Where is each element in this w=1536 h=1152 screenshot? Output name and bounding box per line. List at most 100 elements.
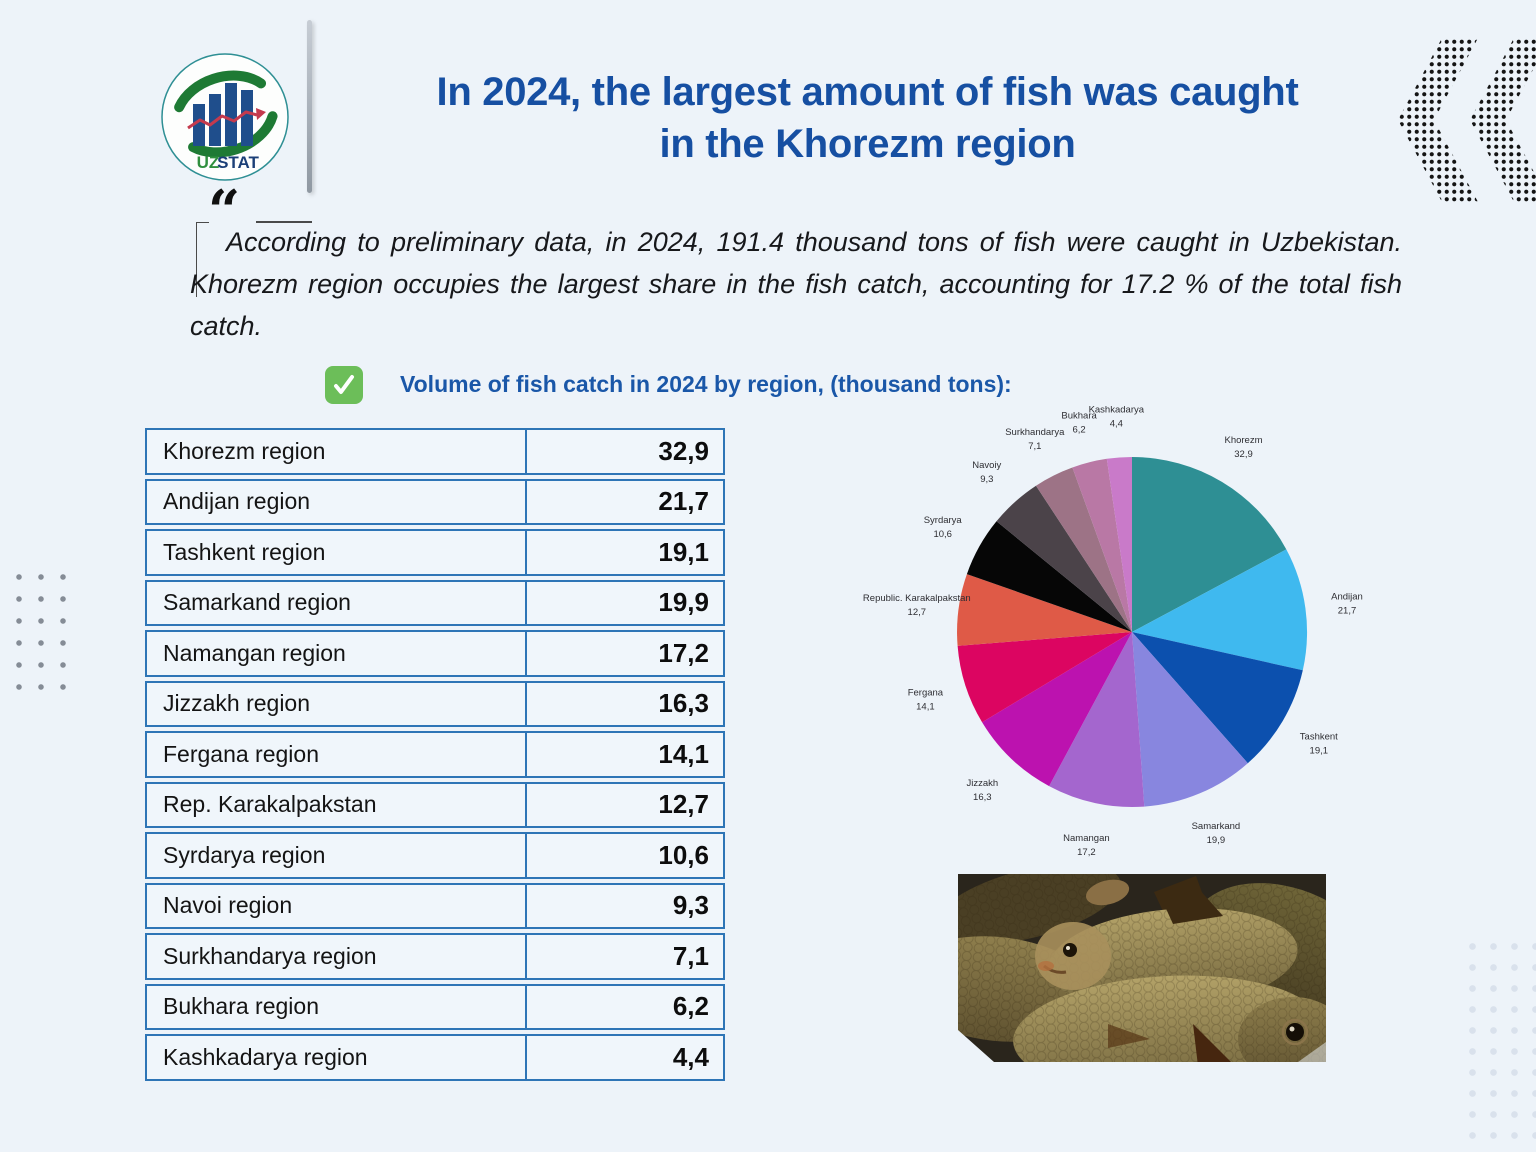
page-title: In 2024, the largest amount of fish was … [330, 66, 1405, 170]
pie-label-value: 9,3 [980, 474, 993, 485]
table-row: Tashkent region 19,1 [145, 529, 725, 576]
pie-label-name: Fergana [908, 687, 944, 698]
pie-label-value: 4,4 [1110, 419, 1123, 430]
quote-icon: “ [208, 178, 241, 244]
chevron-left-icon [1470, 38, 1536, 202]
region-cell: Surkhandarya region [145, 933, 525, 980]
region-cell: Jizzakh region [145, 680, 525, 727]
logo-swoosh [171, 70, 279, 158]
value-cell: 7,1 [525, 933, 725, 980]
pie-label-value: 17,2 [1077, 847, 1096, 858]
region-cell: Navoi region [145, 882, 525, 929]
pie-label-name: Khorezm [1224, 435, 1262, 446]
table-row: Khorezm region 32,9 [145, 428, 725, 475]
pie-label-name: Syrdarya [924, 515, 963, 526]
region-cell: Andijan region [145, 478, 525, 525]
value-cell: 14,1 [525, 731, 725, 778]
pie-chart: Khorezm 32,9 Andijan 21,7 Tashkent 19,1 Samark… [863, 405, 1363, 859]
fish-bottom-right-head [1238, 997, 1326, 1062]
table-row: Rep. Karakalpakstan 12,7 [145, 781, 725, 828]
region-cell: Bukhara region [145, 983, 525, 1030]
pie-label-value: 32,9 [1234, 449, 1253, 460]
logo-trend-line [187, 108, 266, 130]
header-divider [307, 20, 312, 193]
quote-decor-line [256, 221, 312, 223]
region-cell: Rep. Karakalpakstan [145, 781, 525, 828]
value-cell: 17,2 [525, 630, 725, 677]
dot-grid-decor [8, 566, 74, 702]
table-row: Fergana region 14,1 [145, 731, 725, 778]
pie-label-value: 12,7 [908, 607, 927, 618]
pie-slice-jizzakh [982, 632, 1132, 787]
region-cell: Kashkadarya region [145, 1034, 525, 1081]
fish-photo [958, 874, 1326, 1062]
region-cell: Syrdarya region [145, 832, 525, 879]
pie-label-name: Republic. Karakalpakstan [863, 593, 971, 604]
pie-slice-surkhandarya [1036, 467, 1132, 632]
pie-label-name: Navoiy [972, 460, 1001, 471]
value-cell: 21,7 [525, 478, 725, 525]
table-row: Surkhandarya region 7,1 [145, 933, 725, 980]
dot-grid-decor [1462, 936, 1536, 1152]
pie-label-name: Kashkadarya [1089, 405, 1145, 416]
value-cell: 9,3 [525, 882, 725, 929]
chevron-left-icon [1398, 38, 1478, 202]
pie-slice-bukhara [1072, 458, 1132, 632]
pie-slice-khorezm [1132, 457, 1287, 632]
region-cell: Fergana region [145, 731, 525, 778]
fish-bottom [1013, 975, 1323, 1062]
table-row: Jizzakh region 16,3 [145, 680, 725, 727]
page-title-line2: in the Khorezm region [659, 122, 1076, 166]
pie-label-value: 21,7 [1338, 606, 1357, 617]
quote-decor-bracket [196, 222, 209, 297]
value-cell: 19,1 [525, 529, 725, 576]
pie-label-name: Andijan [1331, 592, 1363, 603]
pie-label-value: 19,9 [1207, 835, 1226, 846]
pie-slice-samarkand [1132, 632, 1248, 807]
pie-label-name: Surkhandarya [1005, 427, 1065, 438]
value-cell: 16,3 [525, 680, 725, 727]
pie-label-value: 7,1 [1028, 441, 1041, 452]
chart-caption: Volume of fish catch in 2024 by region, … [400, 371, 1012, 397]
pie-slice-navoiy [996, 485, 1132, 632]
page-title-line1: In 2024, the largest amount of fish was … [436, 70, 1299, 114]
quote-text: According to preliminary data, in 2024, … [190, 227, 1402, 341]
pie-slice-fergana [957, 632, 1132, 723]
value-cell: 12,7 [525, 781, 725, 828]
table-row: Syrdarya region 10,6 [145, 832, 725, 879]
value-cell: 19,9 [525, 579, 725, 626]
pie-label-value: 16,3 [973, 792, 992, 803]
region-cell: Samarkand region [145, 579, 525, 626]
table-row: Bukhara region 6,2 [145, 983, 725, 1030]
pie-label-value: 6,2 [1072, 425, 1085, 436]
logo-text-uz: UZ [197, 153, 220, 172]
table-row: Kashkadarya region 4,4 [145, 1034, 725, 1081]
table-row: Namangan region 17,2 [145, 630, 725, 677]
value-cell: 10,6 [525, 832, 725, 879]
pie-slice-andijan [1132, 549, 1308, 671]
pie-slice-kashkadarya [1106, 456, 1132, 632]
pie-label-value: 19,1 [1310, 745, 1329, 756]
region-cell: Khorezm region [145, 428, 525, 475]
pie-slice-republic-karakalpakstan [957, 574, 1132, 646]
pie-slice-tashkent [1132, 632, 1303, 764]
logo-text-stat: STAT [217, 153, 259, 172]
table-row: Samarkand region 19,9 [145, 579, 725, 626]
table-row: Navoi region 9,3 [145, 882, 725, 929]
checkmark-icon [325, 366, 363, 404]
pie-label-value: 14,1 [916, 701, 935, 712]
pie-slice-namangan [1049, 632, 1145, 808]
pie-label-name: Tashkent [1300, 731, 1338, 742]
pie-label-name: Samarkand [1192, 821, 1241, 832]
pie-label-name: Jizzakh [966, 778, 998, 789]
value-cell: 4,4 [525, 1034, 725, 1081]
table-row: Andijan region 21,7 [145, 478, 725, 525]
pie-slice-syrdarya [966, 521, 1132, 632]
fish-catch-table: Khorezm region 32,9 Andijan region 21,7 Tash… [145, 428, 725, 1081]
region-cell: Namangan region [145, 630, 525, 677]
pie-label-name: Namangan [1063, 833, 1109, 844]
pie-label-name: Bukhara [1061, 411, 1097, 422]
value-cell: 6,2 [525, 983, 725, 1030]
pie-label-value: 10,6 [933, 529, 952, 540]
region-cell: Tashkent region [145, 529, 525, 576]
